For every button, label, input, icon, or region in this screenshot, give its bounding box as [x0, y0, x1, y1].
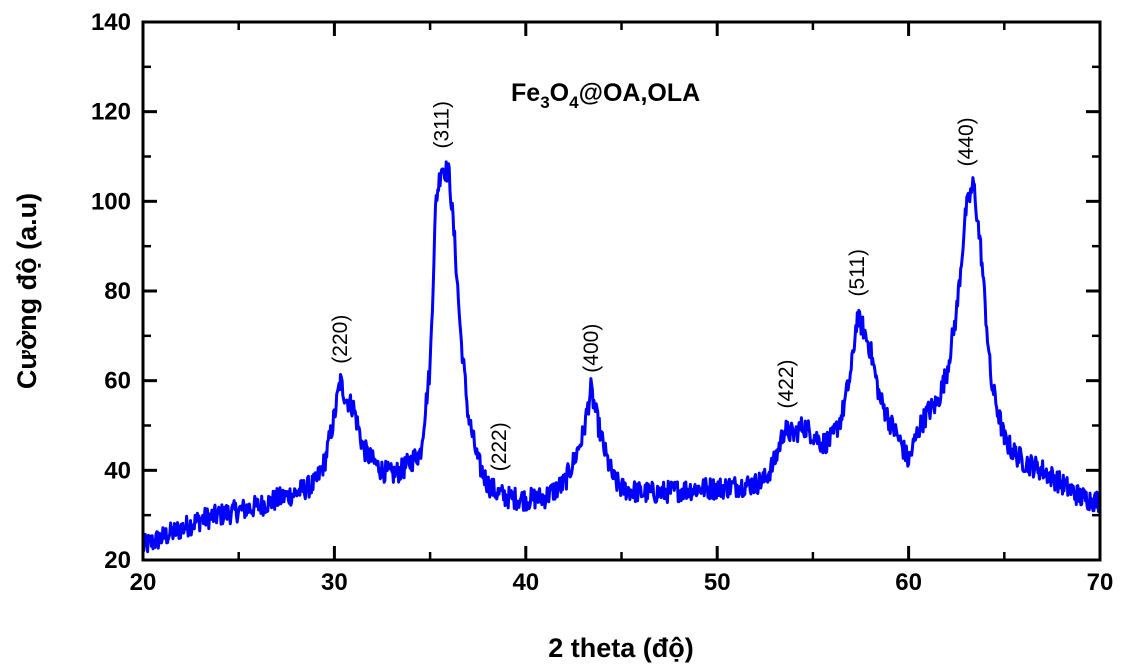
x-axis-title: 2 theta (độ)	[548, 633, 694, 663]
y-tick-label: 100	[91, 188, 131, 215]
y-tick-label: 140	[91, 9, 131, 36]
xrd-series-line	[141, 160, 1102, 554]
x-tick-label: 30	[321, 569, 348, 596]
peak-label: (222)	[488, 422, 511, 471]
legend-label: Fe3O4@OA,OLA	[511, 79, 700, 112]
x-tick-label: 50	[704, 569, 731, 596]
y-tick-label: 20	[104, 547, 131, 574]
x-tick-label: 60	[895, 569, 922, 596]
y-tick-label: 120	[91, 99, 131, 126]
peak-label: (440)	[955, 117, 978, 166]
peak-label: (400)	[580, 324, 603, 373]
y-tick-label: 80	[104, 278, 131, 305]
y-tick-label: 60	[104, 368, 131, 395]
x-tick-label: 20	[130, 569, 157, 596]
peak-label: (422)	[775, 359, 798, 408]
peak-label: (511)	[846, 249, 869, 296]
y-axis-title: Cường độ (a.u)	[12, 193, 42, 389]
x-tick-label: 70	[1087, 569, 1114, 596]
peak-label: (220)	[329, 315, 352, 364]
y-tick-label: 40	[104, 457, 131, 484]
x-tick-label: 40	[512, 569, 539, 596]
peak-label: (311)	[431, 101, 454, 148]
